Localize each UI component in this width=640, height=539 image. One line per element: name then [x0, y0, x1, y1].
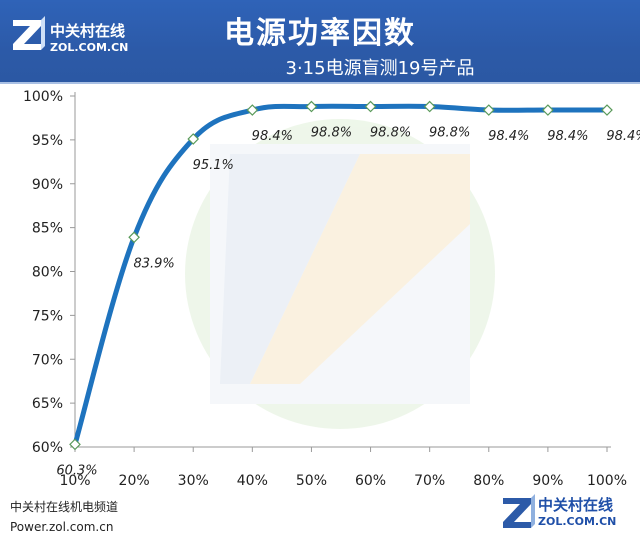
data-label: 95.1% [193, 158, 234, 173]
chart-subtitle: 3·15电源盲测19号产品 [285, 58, 475, 79]
data-label: 98.4% [606, 129, 640, 144]
data-label: 98.8% [311, 126, 352, 141]
x-tick-label: 100% [587, 473, 627, 489]
brand-name-cn: 中关村在线 [50, 22, 126, 40]
y-tick-label: 75% [32, 308, 63, 324]
x-tick-labels: 10% 20% 30% 40% 50% 60% 70% 80% 90% 100% [59, 447, 627, 489]
footer-channel-url: Power.zol.com.cn [10, 520, 114, 534]
data-point-marker [601, 104, 613, 116]
data-point-marker [423, 100, 436, 113]
footer-channel-name: 中关村在线机电频道 [10, 500, 119, 514]
data-point-marker [187, 133, 200, 145]
data-labels: 60.3% 83.9% 95.1% 98.4% 98.8% 98.8% 98.8% 98.4%… [56, 126, 640, 479]
footer-channel: 中关村在线机电频道 Power.zol.com.cn [10, 497, 118, 537]
y-tick-label: 100% [23, 89, 63, 105]
brand-name-en: ZOL.COM.CN [50, 41, 129, 54]
x-tick-label: 70% [414, 473, 445, 489]
x-tick-label: 30% [178, 473, 209, 489]
chart-axes [74, 92, 611, 448]
data-label: 98.4% [547, 129, 588, 144]
zol-logo-icon [503, 494, 535, 528]
data-point-marker [305, 100, 318, 113]
brand-logo: 中关村在线 ZOL.COM.CN [10, 14, 150, 64]
footer-brand-en: ZOL.COM.CN [538, 515, 617, 528]
chart-title: 电源功率因数 [224, 16, 416, 51]
x-tick-label: 10% [59, 473, 90, 489]
y-tick-label: 80% [32, 265, 63, 281]
data-point-marker [69, 438, 81, 451]
watermark-logo [185, 119, 495, 429]
x-tick-label: 90% [532, 473, 563, 489]
y-tick-labels: 60% 65% 70% 75% 80% 85% 90% 95% 100% [23, 89, 75, 456]
data-point-marker [364, 100, 377, 113]
data-point-marker [482, 104, 495, 116]
x-tick-label: 20% [119, 473, 150, 489]
y-tick-label: 60% [32, 440, 63, 456]
data-points [69, 100, 613, 451]
zol-logo-icon [13, 16, 45, 50]
data-point-marker [128, 231, 140, 244]
footer-brand-cn: 中关村在线 [538, 496, 614, 514]
power-factor-chart: 60% 65% 70% 75% 80% 85% 90% 95% 100% 10% 20% 30% 40… [23, 89, 640, 489]
x-tick-label: 50% [296, 473, 327, 489]
data-label: 60.3% [56, 463, 97, 478]
data-label: 98.4% [488, 129, 529, 144]
x-tick-label: 80% [473, 473, 504, 489]
y-tick-label: 85% [32, 221, 63, 237]
y-tick-label: 65% [32, 396, 63, 412]
data-label: 98.4% [252, 129, 293, 144]
footer-logo: 中关村在线 ZOL.COM.CN [500, 492, 635, 536]
x-tick-label: 40% [237, 473, 268, 489]
y-tick-label: 70% [32, 352, 63, 368]
data-point-marker [542, 104, 554, 116]
data-label: 98.8% [429, 126, 470, 141]
data-label: 98.8% [370, 126, 411, 141]
y-tick-label: 95% [32, 133, 63, 149]
x-tick-label: 60% [355, 473, 386, 489]
y-tick-label: 90% [32, 177, 63, 193]
data-point-marker [246, 104, 259, 116]
data-label: 83.9% [133, 256, 174, 271]
header-banner: 中关村在线 ZOL.COM.CN 电源功率因数 3·15电源盲测19号产品 [0, 0, 640, 84]
